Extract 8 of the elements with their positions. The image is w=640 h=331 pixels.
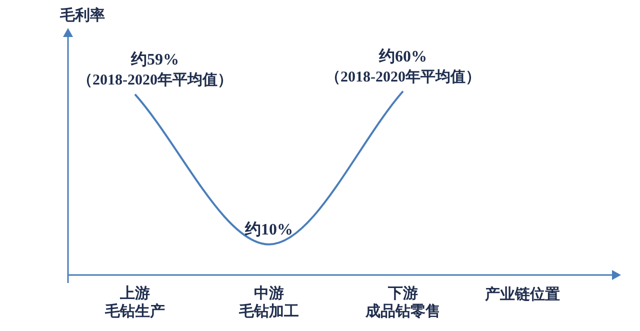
- x-axis-title: 产业链位置: [484, 286, 560, 303]
- y-axis-title: 毛利率: [59, 6, 105, 24]
- x-tick-label: 中游毛钻加工: [238, 284, 299, 320]
- data-label: 约59% （2018-2020年平均值）: [78, 50, 232, 88]
- x-tick-label: 上游毛钻生产: [104, 284, 165, 320]
- x-tick-label: 下游成品钻零售: [364, 284, 440, 320]
- data-label: 约60% （2018-2020年平均值）: [326, 47, 480, 86]
- data-label: 约10%: [244, 220, 293, 238]
